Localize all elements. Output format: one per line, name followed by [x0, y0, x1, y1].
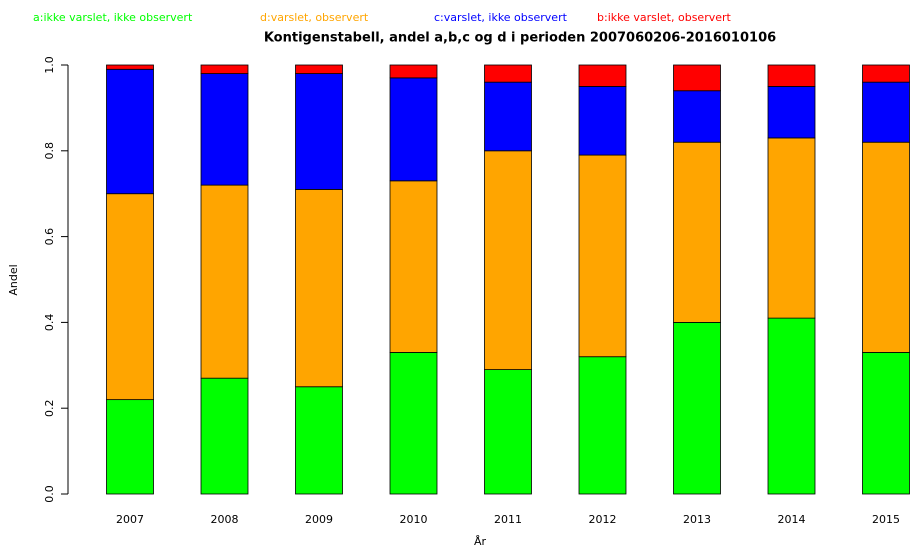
bar-segment — [673, 64, 721, 92]
x-tick-label: 2009 — [305, 513, 333, 526]
bar-segment — [767, 137, 816, 319]
x-axis-label: År — [474, 535, 487, 548]
bar-segment — [106, 68, 154, 195]
bar-segment — [862, 352, 910, 495]
bar-segment — [295, 64, 343, 74]
bar-segment — [389, 77, 438, 182]
bar-segment — [484, 81, 532, 152]
bar-segment — [862, 81, 910, 143]
bar-segment — [106, 64, 154, 70]
bar-segment — [200, 184, 249, 379]
bar-segment — [484, 150, 532, 370]
y-tick-label: 0.0 — [43, 485, 56, 503]
bar-segment — [862, 141, 910, 353]
bar-segment — [673, 141, 721, 323]
bar-segment — [578, 356, 627, 495]
x-tick-label: 2014 — [778, 513, 806, 526]
bar-segment — [673, 90, 721, 143]
bar-segment — [767, 64, 816, 87]
bar-segment — [295, 189, 343, 388]
bar-segment — [106, 399, 154, 495]
y-axis-label: Andel — [7, 264, 20, 295]
bar-segment — [295, 386, 343, 495]
bar-segment — [862, 64, 910, 83]
y-tick-label: 1.0 — [43, 56, 56, 74]
bar-segment — [200, 64, 249, 74]
x-tick-label: 2011 — [494, 513, 522, 526]
bar-segment — [106, 193, 154, 401]
bar-segment — [767, 317, 816, 495]
y-tick-label: 0.6 — [43, 228, 56, 246]
bar-segment — [578, 86, 627, 156]
bar-segment — [484, 64, 532, 83]
y-tick-label: 0.4 — [43, 314, 56, 332]
bar-segment — [767, 86, 816, 139]
bar-segment — [389, 352, 438, 495]
x-tick-label: 2008 — [211, 513, 239, 526]
bar-segment — [578, 64, 627, 87]
legend-entry: c:varslet, ikke observert — [434, 11, 568, 24]
bar-segment — [389, 180, 438, 353]
y-tick-label: 0.2 — [43, 399, 56, 417]
bar-segment — [200, 73, 249, 186]
legend-entry: b:ikke varslet, observert — [597, 11, 732, 24]
bar-segment — [484, 369, 532, 495]
x-tick-label: 2012 — [589, 513, 617, 526]
x-tick-label: 2015 — [872, 513, 900, 526]
x-tick-label: 2013 — [683, 513, 711, 526]
bar-segment — [200, 377, 249, 495]
legend-entry: a:ikke varslet, ikke observert — [33, 11, 193, 24]
bar-segment — [578, 154, 627, 358]
bar-segment — [673, 321, 721, 495]
x-tick-label: 2010 — [400, 513, 428, 526]
bar-segment — [295, 73, 343, 190]
y-tick-label: 0.8 — [43, 142, 56, 160]
legend-entry: d:varslet, observert — [260, 11, 369, 24]
x-tick-label: 2007 — [116, 513, 144, 526]
bar-segment — [389, 64, 438, 79]
chart-title: Kontigenstabell, andel a,b,c og d i peri… — [264, 31, 776, 46]
